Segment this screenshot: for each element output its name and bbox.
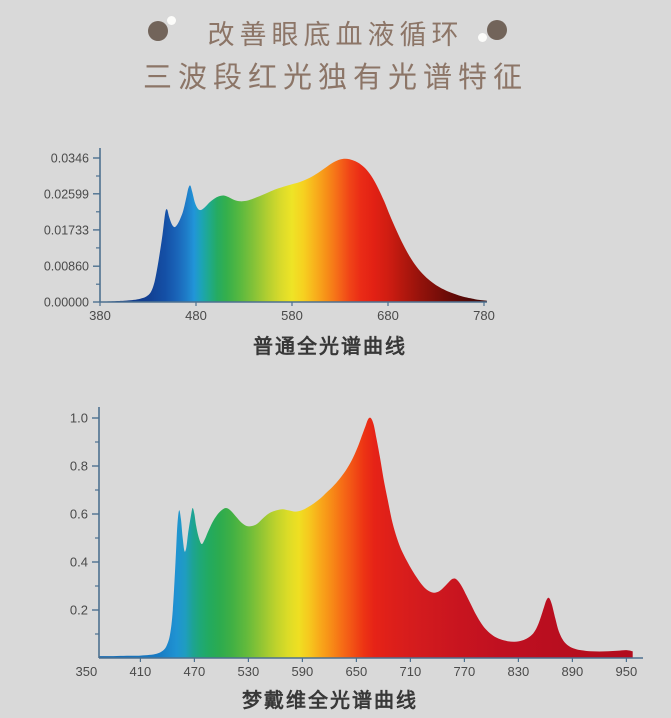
y-tick-label: 0.0346 xyxy=(51,152,89,166)
x-tick-label: 590 xyxy=(292,664,314,679)
mengdaiwei-tick-labels: 0.2 0.4 0.6 0.8 1.0 350 410 470 530 590 650 710 770 8… xyxy=(70,411,637,680)
y-tick-label: 0.2 xyxy=(70,603,88,618)
x-tick-label: 470 xyxy=(184,664,206,679)
y-tick-label: 0.00000 xyxy=(44,296,89,310)
y-tick-label: 0.02599 xyxy=(44,187,89,201)
x-tick-label: 480 xyxy=(185,308,207,323)
x-tick-label: 530 xyxy=(238,664,260,679)
page-subtitle: 三波段红光独有光谱特征 xyxy=(142,62,528,94)
mengdaiwei-spectrum-area xyxy=(99,417,633,658)
x-tick-label: 380 xyxy=(89,308,111,323)
ordinary-spectrum-chart: 0.00000 0.00860 0.01733 0.02599 0.0346 380 480… xyxy=(44,148,495,324)
y-tick-label: 0.01733 xyxy=(44,223,89,237)
mengdaiwei-axes xyxy=(92,407,643,662)
left-ornament-dot-icon xyxy=(148,21,168,41)
x-tick-label: 680 xyxy=(377,308,399,323)
mengdaiwei-spectrum-chart: 0.2 0.4 0.6 0.8 1.0 350 410 470 530 590 650 710 770 8… xyxy=(70,407,643,680)
ordinary-tick-labels: 0.00000 0.00860 0.01733 0.02599 0.0346 380 480… xyxy=(44,152,495,324)
y-tick-label: 0.6 xyxy=(70,507,88,522)
y-tick-label: 1.0 xyxy=(70,411,88,426)
x-tick-label: 710 xyxy=(400,664,422,679)
y-tick-label: 0.8 xyxy=(70,459,88,474)
x-tick-label: 770 xyxy=(454,664,476,679)
left-ornament-spark-icon xyxy=(167,16,176,25)
ordinary-spectrum-area xyxy=(100,158,487,302)
x-tick-label: 950 xyxy=(616,664,638,679)
x-tick-label: 780 xyxy=(473,308,495,323)
x-tick-label: 650 xyxy=(346,664,368,679)
x-tick-label: 350 xyxy=(76,664,98,679)
y-tick-label: 0.4 xyxy=(70,555,88,570)
x-tick-label: 830 xyxy=(508,664,530,679)
ordinary-axes xyxy=(93,148,487,306)
x-tick-label: 410 xyxy=(130,664,152,679)
x-tick-label: 890 xyxy=(562,664,584,679)
mengdaiwei-chart-caption: 梦戴维全光谱曲线 xyxy=(242,690,418,712)
x-tick-label: 580 xyxy=(281,308,303,323)
right-ornament-spark-icon xyxy=(478,33,487,42)
ordinary-chart-caption: 普通全光谱曲线 xyxy=(253,336,407,358)
right-ornament-dot-icon xyxy=(487,20,507,40)
y-tick-label: 0.00860 xyxy=(44,260,89,274)
page-title: 改善眼底血液循环 xyxy=(207,20,464,50)
